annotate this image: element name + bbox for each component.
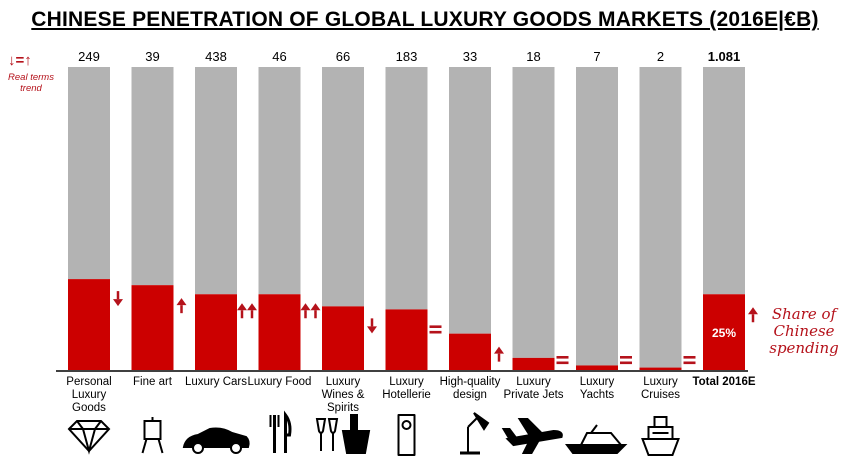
trend-legend-label: Real terms trend: [8, 72, 54, 94]
diamond-icon: [67, 420, 111, 455]
cruise-ship-icon: [641, 416, 680, 456]
plane-icon: [501, 418, 563, 454]
market-size-label-luxury-wines-spirits: 66: [336, 49, 350, 64]
category-label-luxury-private-jets: Luxury Private Jets: [503, 376, 563, 401]
category-label-fine-art: Fine art: [133, 376, 173, 388]
easel-icon: [141, 417, 164, 454]
bar-rest-luxury-food: [258, 67, 301, 295]
trend-indicator-luxury-hotellerie: [429, 325, 442, 334]
bar-china-luxury-yachts: [576, 365, 618, 370]
bar-china-luxury-hotellerie: [385, 309, 428, 370]
bar-rest-luxury-cruises: [639, 67, 682, 368]
share-of-chinese-spending-label: Share of Chinese spending: [769, 305, 839, 357]
trend-legend-symbols: ↓=↑: [8, 52, 32, 69]
cutlery-icon: [269, 410, 292, 453]
market-size-label-luxury-private-jets: 18: [526, 49, 540, 64]
trend-indicator-total-2016e: [748, 307, 758, 323]
market-size-label-luxury-cars: 438: [205, 49, 227, 64]
market-size-label-luxury-cruises: 2: [657, 49, 664, 64]
data-label-total-2016e: 25%: [712, 326, 736, 340]
yacht-icon: [565, 424, 628, 454]
category-label-personal-luxury-goods: Personal Luxury Goods: [66, 376, 111, 414]
trend-indicator-personal-luxury-goods: [113, 291, 123, 307]
door-hanger-icon: [397, 414, 416, 456]
market-size-label-total-2016e: 1.081: [708, 49, 741, 64]
category-label-total-2016e: Total 2016E: [692, 376, 755, 388]
trend-indicator-high-quality-design: [494, 346, 504, 362]
wine-glasses-icon: [315, 414, 371, 454]
category-label-luxury-food: Luxury Food: [248, 376, 312, 388]
chart-title: CHINESE PENETRATION OF GLOBAL LUXURY GOO…: [31, 8, 819, 31]
trend-indicator-fine-art: [176, 298, 187, 314]
market-size-label-fine-art: 39: [145, 49, 159, 64]
car-icon: [182, 427, 250, 454]
desk-lamp-icon: [460, 412, 490, 455]
trend-indicator-luxury-wines-spirits: [367, 318, 377, 334]
bar-rest-personal-luxury-goods: [68, 67, 110, 280]
bar-rest-luxury-wines-spirits: [322, 67, 364, 307]
bar-rest-luxury-yachts: [576, 67, 618, 366]
bar-china-total-2016e: [703, 294, 745, 370]
market-size-label-high-quality-design: 33: [463, 49, 477, 64]
market-size-label-luxury-yachts: 7: [593, 49, 600, 64]
bar-china-high-quality-design: [449, 333, 491, 370]
bar-rest-high-quality-design: [449, 67, 491, 334]
bar-rest-total-2016e: [703, 67, 745, 295]
bar-china-luxury-private-jets: [512, 357, 555, 370]
trend-indicator-luxury-private-jets: [556, 356, 569, 365]
market-size-label-personal-luxury-goods: 249: [78, 49, 100, 64]
trend-indicator-luxury-cars: [237, 303, 257, 319]
market-size-label-luxury-hotellerie: 183: [396, 49, 418, 64]
bar-rest-luxury-hotellerie: [385, 67, 428, 310]
trend-indicator-luxury-yachts: [620, 356, 632, 365]
market-size-label-luxury-food: 46: [272, 49, 286, 64]
category-label-luxury-hotellerie: Luxury Hotellerie: [382, 376, 431, 401]
bar-rest-fine-art: [131, 67, 174, 286]
bar-rest-luxury-private-jets: [512, 67, 555, 358]
trend-indicator-luxury-food: [300, 303, 321, 319]
bar-china-luxury-wines-spirits: [322, 306, 364, 370]
bar-china-fine-art: [131, 285, 174, 370]
bar-rest-luxury-cars: [195, 67, 237, 295]
category-label-luxury-cruises: Luxury Cruises: [641, 376, 680, 401]
bar-china-luxury-cruises: [639, 367, 682, 370]
category-label-luxury-wines-spirits: Luxury Wines & Spirits: [322, 376, 365, 414]
trend-indicator-luxury-cruises: [683, 356, 696, 365]
category-label-luxury-yachts: Luxury Yachts: [580, 376, 615, 401]
bar-china-luxury-food: [258, 294, 301, 370]
bar-china-personal-luxury-goods: [68, 279, 110, 370]
bar-china-luxury-cars: [195, 294, 237, 370]
category-label-luxury-cars: Luxury Cars: [185, 376, 247, 388]
category-label-high-quality-design: High-quality design: [440, 376, 501, 401]
